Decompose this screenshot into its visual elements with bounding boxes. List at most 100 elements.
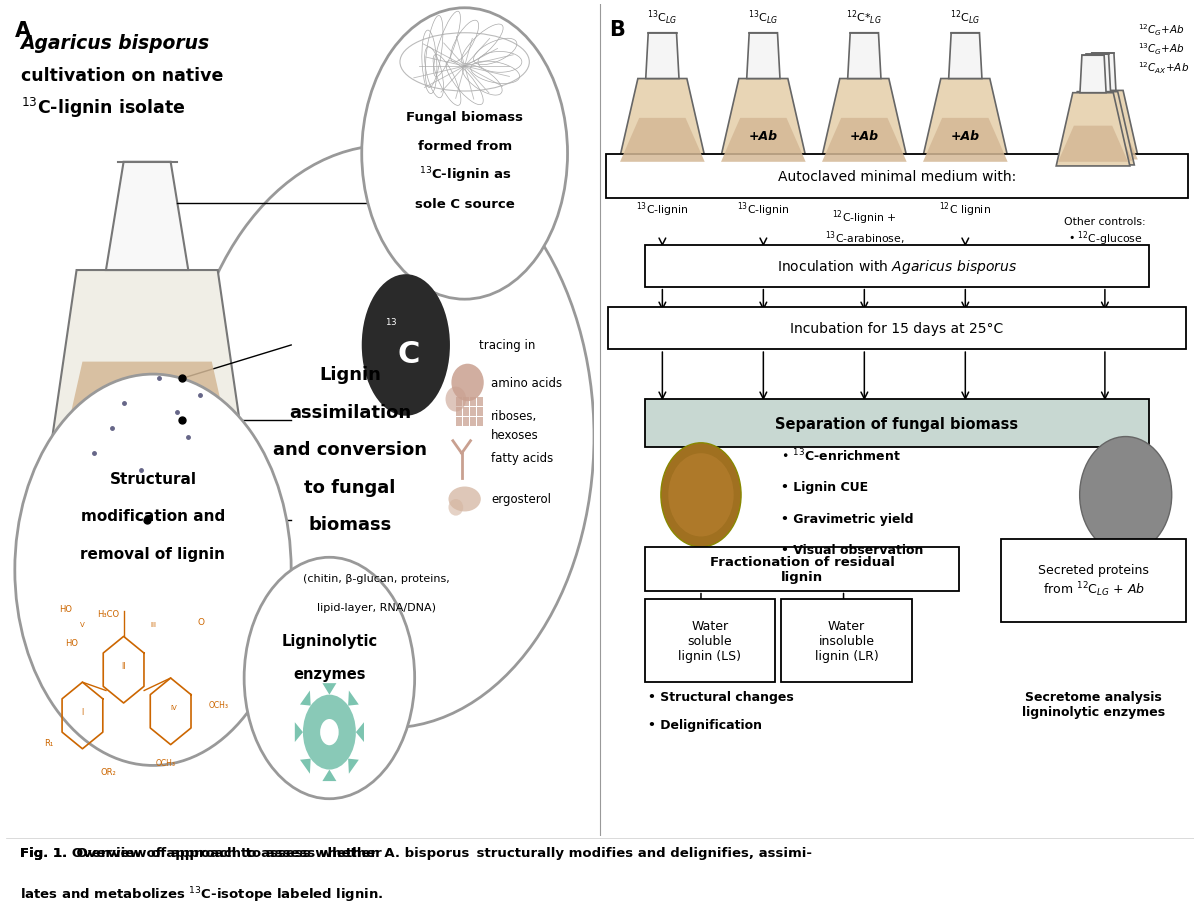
Polygon shape: [348, 691, 359, 706]
Polygon shape: [1061, 93, 1134, 165]
Text: enzymes: enzymes: [293, 666, 366, 682]
Text: $^{13}$C$_{LG}$: $^{13}$C$_{LG}$: [749, 8, 779, 27]
Text: Secreted proteins
from $^{12}$C$_{LG}$ + $Ab$: Secreted proteins from $^{12}$C$_{LG}$ +…: [1038, 563, 1150, 598]
Text: $^{13}$C$_{LG}$: $^{13}$C$_{LG}$: [647, 8, 678, 27]
Text: assimilation: assimilation: [289, 403, 412, 421]
Text: lates and metabolizes $^{13}$C-isotope labeled lignin.: lates and metabolizes $^{13}$C-isotope l…: [20, 884, 384, 904]
Text: Water
insoluble
lignin (LR): Water insoluble lignin (LR): [815, 619, 878, 663]
Text: lipid-layer, RNA/DNA): lipid-layer, RNA/DNA): [317, 603, 436, 613]
Bar: [476, 418, 482, 426]
Text: $^{12}$C lignin: $^{12}$C lignin: [940, 200, 991, 219]
Polygon shape: [620, 119, 704, 163]
Text: A: A: [14, 21, 31, 41]
Text: riboses,: riboses,: [491, 410, 538, 423]
Polygon shape: [1062, 126, 1133, 162]
Bar: [463, 408, 469, 416]
Text: $^{13}$C-lignin: $^{13}$C-lignin: [737, 200, 790, 219]
Text: O: O: [197, 618, 204, 626]
Circle shape: [14, 375, 292, 766]
Text: $^{12}$C$_{AX}$+$Ab$: $^{12}$C$_{AX}$+$Ab$: [1138, 61, 1189, 76]
Polygon shape: [847, 34, 881, 79]
Text: $^{13}$C-lignin: $^{13}$C-lignin: [636, 200, 689, 219]
Text: IV: IV: [170, 704, 176, 710]
Polygon shape: [920, 79, 1010, 166]
Text: +Ab: +Ab: [950, 130, 980, 142]
Text: $^{12}$C-lignin +
$^{13}$C-arabinose,
$^{13}$C-xylose,
$^{13}$C-lipids: $^{12}$C-lignin + $^{13}$C-arabinose, $^…: [824, 209, 904, 289]
Text: +Ab: +Ab: [850, 130, 878, 142]
FancyBboxPatch shape: [1001, 539, 1187, 622]
Circle shape: [182, 146, 594, 728]
Polygon shape: [323, 770, 336, 781]
Bar: [456, 398, 462, 406]
Text: Fig. 1.  Overview of approach to assess whether: Fig. 1. Overview of approach to assess w…: [20, 846, 386, 859]
Text: HO: HO: [65, 638, 78, 647]
Polygon shape: [746, 34, 780, 79]
Text: HO: HO: [59, 605, 72, 614]
Text: Separation of fungal biomass: Separation of fungal biomass: [775, 416, 1019, 431]
Text: Incubation for 15 days at 25°C: Incubation for 15 days at 25°C: [791, 322, 1003, 336]
Text: • $^{13}$C-enrichment: • $^{13}$C-enrichment: [781, 447, 901, 464]
Ellipse shape: [361, 275, 450, 416]
Text: Water
soluble
lignin (LS): Water soluble lignin (LS): [678, 619, 742, 663]
Polygon shape: [356, 722, 364, 743]
Text: Fungal biomass: Fungal biomass: [406, 110, 523, 123]
Text: R₁: R₁: [44, 738, 54, 747]
Text: • Delignification: • Delignification: [648, 718, 762, 732]
Text: V: V: [80, 621, 85, 627]
Bar: [456, 408, 462, 416]
Text: fatty acids: fatty acids: [491, 451, 553, 464]
Text: Lignin: Lignin: [319, 366, 380, 384]
Text: Ligninolytic: Ligninolytic: [281, 633, 378, 648]
Polygon shape: [820, 79, 908, 166]
Polygon shape: [300, 759, 311, 774]
Circle shape: [361, 9, 568, 300]
Polygon shape: [1085, 55, 1110, 93]
Polygon shape: [618, 79, 707, 166]
Text: OR₂: OR₂: [100, 767, 116, 776]
Text: • Visual observation: • Visual observation: [781, 544, 924, 557]
Text: sole C source: sole C source: [415, 198, 515, 210]
Text: OCH₃: OCH₃: [156, 758, 176, 767]
Bar: [470, 408, 476, 416]
Polygon shape: [106, 163, 188, 271]
FancyBboxPatch shape: [606, 155, 1188, 199]
Polygon shape: [1080, 56, 1106, 94]
FancyBboxPatch shape: [781, 599, 912, 683]
Polygon shape: [923, 119, 1008, 163]
Text: biomass: biomass: [308, 516, 391, 533]
Text: • Lignin CUE: • Lignin CUE: [781, 481, 869, 494]
Ellipse shape: [451, 364, 484, 402]
Text: Fractionation of residual
lignin: Fractionation of residual lignin: [709, 555, 894, 584]
Text: I: I: [82, 707, 84, 716]
Polygon shape: [41, 362, 253, 545]
Polygon shape: [949, 34, 982, 79]
Text: III: III: [150, 621, 156, 627]
Ellipse shape: [445, 387, 466, 412]
Text: II: II: [121, 662, 126, 670]
Text: to fungal: to fungal: [305, 478, 396, 496]
Bar: [463, 418, 469, 426]
Polygon shape: [1058, 127, 1128, 163]
Text: tracing in: tracing in: [479, 339, 535, 352]
Text: +Ab: +Ab: [749, 130, 778, 142]
Text: Secretome analysis
ligninolytic enzymes: Secretome analysis ligninolytic enzymes: [1022, 691, 1165, 719]
Polygon shape: [295, 722, 302, 743]
Text: • Gravimetric yield: • Gravimetric yield: [781, 512, 913, 525]
Text: H₃CO: H₃CO: [97, 609, 119, 618]
Text: C: C: [397, 339, 420, 369]
Text: $^{13}$C-lignin isolate: $^{13}$C-lignin isolate: [20, 96, 185, 120]
Ellipse shape: [449, 487, 481, 512]
Bar: [470, 418, 476, 426]
Text: $^{13}$C-lignin as: $^{13}$C-lignin as: [419, 165, 511, 185]
Ellipse shape: [449, 499, 463, 516]
Text: Fig. 1.: Fig. 1.: [20, 846, 67, 859]
Text: cultivation on native: cultivation on native: [20, 67, 223, 85]
Circle shape: [320, 720, 338, 745]
Polygon shape: [1068, 124, 1138, 160]
Text: $^{12}$C$_{LG}$: $^{12}$C$_{LG}$: [950, 8, 980, 27]
Text: hexoses: hexoses: [491, 429, 539, 442]
Text: modification and: modification and: [80, 508, 226, 524]
Bar: [463, 398, 469, 406]
Polygon shape: [36, 271, 259, 553]
Polygon shape: [646, 34, 679, 79]
